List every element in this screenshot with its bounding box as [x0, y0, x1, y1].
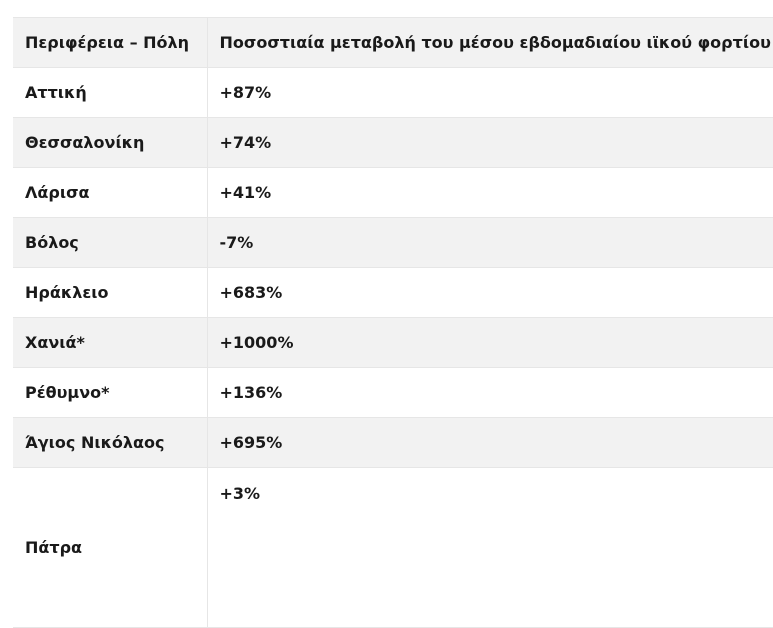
- cell-city: Πάτρα: [13, 467, 208, 628]
- table-row: Άγιος Νικόλαος +695%: [13, 417, 773, 468]
- cell-city: Βόλος: [13, 217, 208, 268]
- cell-city: Ρέθυμνο*: [13, 367, 208, 418]
- table-row: Αττική +87%: [13, 67, 773, 118]
- table-row: Χανιά* +1000%: [13, 317, 773, 368]
- cell-change: -7%: [207, 217, 773, 268]
- cell-city: Ηράκλειο: [13, 267, 208, 318]
- cell-change: +1000%: [207, 317, 773, 368]
- cell-city: Λάρισα: [13, 167, 208, 218]
- table-header-row: Περιφέρεια – Πόλη Ποσοστιαία μεταβολή το…: [13, 17, 773, 68]
- cell-city: Άγιος Νικόλαος: [13, 417, 208, 468]
- table-row: Λάρισα +41%: [13, 167, 773, 218]
- cell-change: +3%: [207, 467, 773, 628]
- table-row: Ηράκλειο +683%: [13, 267, 773, 318]
- cell-change: +41%: [207, 167, 773, 218]
- header-percent-change: Ποσοστιαία μεταβολή του μέσου εβδομαδιαί…: [207, 17, 773, 68]
- cell-change: +695%: [207, 417, 773, 468]
- header-region-city: Περιφέρεια – Πόλη: [13, 17, 208, 68]
- table-row: Ρέθυμνο* +136%: [13, 367, 773, 418]
- cell-city: Αττική: [13, 67, 208, 118]
- table-row: Πάτρα +3%: [13, 467, 773, 628]
- viral-load-table: Περιφέρεια – Πόλη Ποσοστιαία μεταβολή το…: [13, 17, 773, 628]
- data-table-container: Περιφέρεια – Πόλη Ποσοστιαία μεταβολή το…: [13, 17, 773, 628]
- table-row: Βόλος -7%: [13, 217, 773, 268]
- cell-change: +136%: [207, 367, 773, 418]
- cell-change: +683%: [207, 267, 773, 318]
- cell-city: Θεσσαλονίκη: [13, 117, 208, 168]
- cell-change: +87%: [207, 67, 773, 118]
- table-row: Θεσσαλονίκη +74%: [13, 117, 773, 168]
- cell-city: Χανιά*: [13, 317, 208, 368]
- cell-change: +74%: [207, 117, 773, 168]
